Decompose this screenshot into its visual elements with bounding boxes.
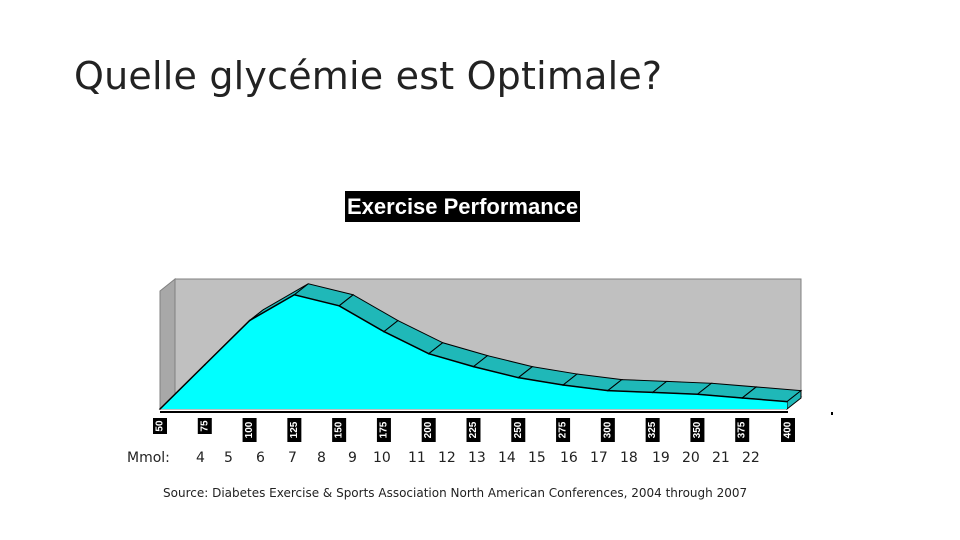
source-note: Source: Diabetes Exercise & Sports Assoc… — [163, 486, 748, 500]
mmol-value: 20 — [682, 450, 700, 466]
mmol-value: 13 — [468, 450, 486, 466]
x-tick-label: 325 — [645, 418, 660, 442]
data-point — [159, 408, 161, 410]
x-tick-text: 50 — [155, 420, 166, 432]
mmol-value: 14 — [498, 450, 516, 466]
x-tick-text: 375 — [737, 421, 748, 438]
data-point — [293, 293, 296, 296]
x-tick-text: 275 — [558, 421, 569, 438]
data-point — [472, 365, 475, 368]
x-tick-label: 150 — [332, 418, 347, 442]
x-tick-label: 175 — [376, 418, 391, 442]
mmol-value: 11 — [408, 450, 426, 466]
x-tick-label: 275 — [556, 418, 571, 442]
data-point — [562, 384, 564, 386]
x-tick-text: 100 — [244, 421, 255, 438]
x-tick-text: 300 — [602, 421, 613, 438]
x-tick-label: 100 — [242, 418, 257, 442]
x-tick-label: 375 — [735, 418, 750, 442]
x-tick-label: 225 — [466, 418, 481, 442]
mmol-value: 21 — [712, 450, 730, 466]
x-tick-text: 200 — [423, 421, 434, 438]
x-tick-text: 125 — [289, 421, 300, 438]
mmol-value: 15 — [528, 450, 546, 466]
mmol-label: Mmol: — [127, 450, 170, 466]
mmol-value: 18 — [620, 450, 638, 466]
data-point — [741, 397, 744, 399]
data-point — [338, 305, 340, 307]
data-point — [248, 319, 251, 322]
mmol-value: 6 — [256, 450, 265, 466]
x-tick-label: 300 — [600, 418, 615, 442]
data-point — [696, 393, 699, 396]
mmol-value: 19 — [652, 450, 670, 466]
x-tick-label: 350 — [690, 418, 705, 442]
mmol-value: 22 — [742, 450, 760, 466]
mmol-value: 5 — [224, 450, 233, 466]
mmol-value: 4 — [196, 450, 205, 466]
x-tick-label: 125 — [287, 418, 302, 442]
mmol-value: 17 — [590, 450, 608, 466]
data-point — [383, 330, 385, 333]
x-tick-text: 400 — [783, 421, 794, 438]
area-front-face — [160, 294, 787, 409]
stray-mark — [831, 412, 833, 415]
data-point — [786, 400, 788, 403]
x-tick-label: 50 — [153, 418, 167, 434]
mmol-value: 9 — [348, 450, 357, 466]
area-layer — [159, 283, 803, 411]
data-point — [607, 389, 609, 392]
data-point — [651, 391, 654, 394]
x-tick-label: 75 — [197, 418, 212, 434]
tick-layer: 50 75 100 125 150 175 200 225 250 275 300 325 350 375… — [153, 418, 795, 442]
x-tick-label: 200 — [421, 418, 436, 442]
chart-side-wall — [159, 277, 176, 411]
data-point — [517, 376, 520, 379]
x-tick-text: 175 — [378, 421, 389, 438]
mmol-value: 8 — [317, 450, 326, 466]
x-tick-text: 225 — [468, 421, 479, 438]
mmol-value: 7 — [288, 450, 297, 466]
x-tick-text: 150 — [334, 421, 345, 438]
x-tick-label: 250 — [511, 418, 526, 442]
mmol-value: 16 — [560, 450, 578, 466]
chart-title: Exercise Performance — [345, 191, 581, 222]
x-tick-label: 400 — [781, 418, 795, 442]
mmol-value: 10 — [373, 450, 391, 466]
x-tick-text: 250 — [513, 421, 524, 438]
slide-title: Quelle glycémie est Optimale? — [74, 54, 663, 98]
mmol-value: 12 — [438, 450, 456, 466]
data-point — [427, 352, 430, 355]
x-tick-text: 350 — [692, 421, 703, 438]
x-tick-text: 325 — [647, 421, 658, 438]
x-tick-text: 75 — [199, 420, 210, 432]
data-point — [203, 363, 206, 366]
